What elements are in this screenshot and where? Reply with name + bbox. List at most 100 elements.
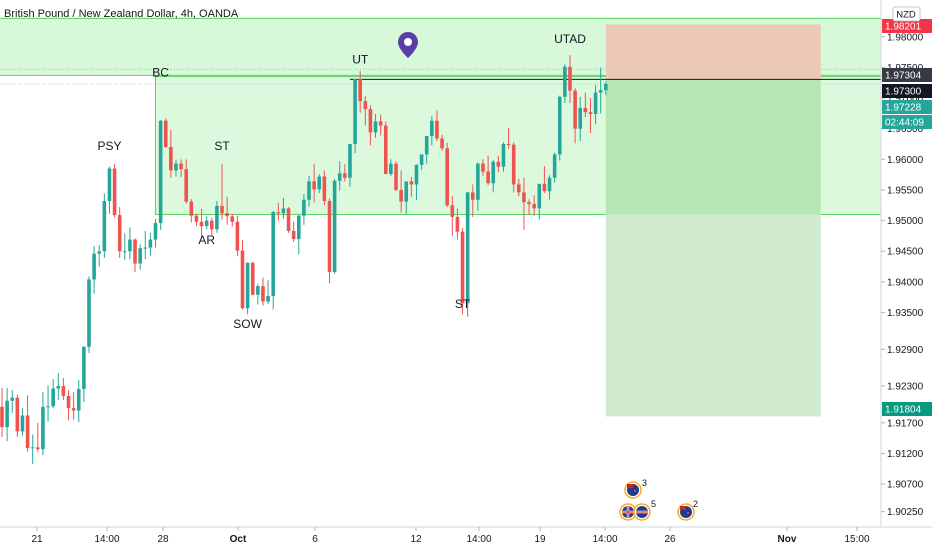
candle[interactable] <box>240 240 245 310</box>
candle[interactable] <box>424 136 429 164</box>
candle[interactable] <box>102 193 107 258</box>
candle[interactable] <box>399 170 403 213</box>
candle[interactable] <box>578 96 583 141</box>
candle[interactable] <box>250 261 255 296</box>
candle[interactable] <box>517 178 521 197</box>
candle[interactable] <box>557 95 562 161</box>
price-tag[interactable]: 1.97228 <box>882 100 932 114</box>
candle[interactable] <box>542 166 547 194</box>
candle[interactable] <box>455 208 460 240</box>
candle[interactable] <box>593 85 598 125</box>
candle[interactable] <box>71 392 76 420</box>
candle[interactable] <box>199 208 204 239</box>
candle[interactable] <box>148 232 153 256</box>
candle[interactable] <box>215 200 219 233</box>
candle[interactable] <box>491 159 496 193</box>
price-tag[interactable]: 1.91804 <box>882 402 932 416</box>
price-tag[interactable]: 1.98201 <box>882 19 932 33</box>
candle[interactable] <box>337 161 342 191</box>
candle[interactable] <box>358 71 362 113</box>
candle[interactable] <box>56 373 61 401</box>
candle[interactable] <box>414 164 419 200</box>
candle[interactable] <box>568 55 572 103</box>
candle[interactable] <box>527 199 531 216</box>
short-position-reward-upper[interactable] <box>605 79 821 215</box>
candle[interactable] <box>97 245 102 267</box>
candle[interactable] <box>378 114 383 136</box>
candle[interactable] <box>256 283 260 305</box>
candle[interactable] <box>409 177 414 197</box>
candle[interactable] <box>87 276 91 353</box>
candle[interactable] <box>179 159 183 178</box>
candle[interactable] <box>583 92 588 118</box>
candle[interactable] <box>440 134 444 151</box>
currency-badge[interactable]: NZD <box>892 6 921 22</box>
location-pin-icon[interactable] <box>398 32 418 58</box>
candle[interactable] <box>383 121 388 175</box>
candle[interactable] <box>537 183 542 220</box>
candle[interactable] <box>225 196 229 225</box>
candle[interactable] <box>506 128 511 149</box>
candle[interactable] <box>128 227 132 260</box>
candle[interactable] <box>117 207 122 258</box>
candle[interactable] <box>322 170 327 206</box>
candle[interactable] <box>174 159 178 177</box>
candle[interactable] <box>163 118 168 148</box>
new-zealand-flag-icon[interactable]: 3 <box>624 478 647 499</box>
candle[interactable] <box>604 81 608 95</box>
candle[interactable] <box>511 142 516 193</box>
candle[interactable] <box>158 120 163 230</box>
candle[interactable] <box>41 392 45 456</box>
candle[interactable] <box>419 154 424 170</box>
candle[interactable] <box>470 184 475 217</box>
candle[interactable] <box>15 394 20 437</box>
candle[interactable] <box>552 152 557 183</box>
candle[interactable] <box>61 378 66 401</box>
candle[interactable] <box>209 217 214 236</box>
candle[interactable] <box>296 215 301 255</box>
candle[interactable] <box>245 262 250 315</box>
candle[interactable] <box>588 98 593 133</box>
new-zealand-flag-icon[interactable]: 2 <box>677 499 698 521</box>
candle[interactable] <box>363 96 368 126</box>
candle[interactable] <box>496 155 501 173</box>
candle[interactable] <box>153 218 158 248</box>
candle[interactable] <box>76 379 81 423</box>
candle[interactable] <box>220 164 224 220</box>
candle[interactable] <box>307 175 311 207</box>
candle[interactable] <box>450 196 455 236</box>
candle[interactable] <box>0 387 4 437</box>
candle[interactable] <box>271 210 276 310</box>
candle[interactable] <box>563 64 567 103</box>
candle[interactable] <box>30 434 35 464</box>
candle[interactable] <box>486 155 490 186</box>
candle[interactable] <box>435 110 439 141</box>
candle[interactable] <box>25 395 30 452</box>
candle[interactable] <box>317 174 322 194</box>
candle[interactable] <box>343 164 347 182</box>
candle[interactable] <box>266 280 270 304</box>
candle[interactable] <box>92 245 96 294</box>
short-position-risk-zone[interactable] <box>605 24 821 80</box>
candle[interactable] <box>332 178 337 274</box>
candle[interactable] <box>107 166 112 214</box>
candle[interactable] <box>123 233 127 260</box>
candle[interactable] <box>66 390 71 421</box>
candle[interactable] <box>522 177 526 230</box>
candle[interactable] <box>36 422 40 452</box>
candle[interactable] <box>169 129 173 178</box>
candle[interactable] <box>312 164 316 203</box>
candle[interactable] <box>404 181 409 214</box>
candle[interactable] <box>230 213 235 227</box>
candle[interactable] <box>291 221 296 243</box>
candle[interactable] <box>143 231 148 260</box>
united-kingdom-flag-icon[interactable]: 5 <box>619 499 656 521</box>
short-position-reward-lower[interactable] <box>605 214 821 417</box>
candle[interactable] <box>51 379 55 409</box>
candle[interactable] <box>189 199 194 223</box>
candle[interactable] <box>465 191 470 317</box>
candle[interactable] <box>204 216 209 230</box>
candle[interactable] <box>133 238 137 273</box>
candle[interactable] <box>353 78 357 154</box>
candle[interactable] <box>327 198 332 284</box>
